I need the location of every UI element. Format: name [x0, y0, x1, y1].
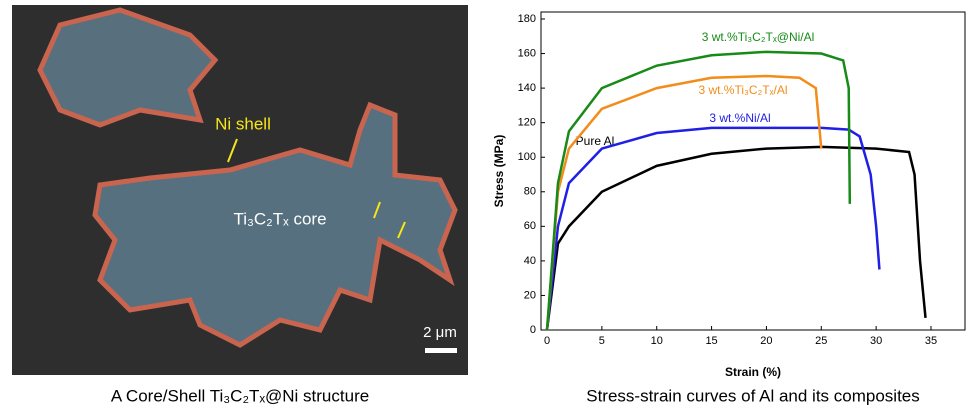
arrow — [373, 201, 381, 219]
y-tick-label: 120 — [518, 117, 536, 129]
y-tick-label: 60 — [524, 220, 536, 232]
y-tick-label: 180 — [518, 13, 536, 25]
plot-frame — [540, 11, 966, 331]
series-label: 3 wt.%Ti₃C₂Tₓ/Al — [698, 83, 787, 97]
micrograph: Ni shell Ti₃C₂Tₓ core 2 μm A Core/Shell … — [12, 5, 468, 405]
scale-bar — [425, 348, 457, 353]
series-label: 3 wt.%Ti₃C₂Tₓ@Ni/Al — [702, 30, 815, 44]
series-label: Pure Al — [576, 134, 615, 148]
x-tick-label: 5 — [599, 335, 605, 347]
x-tick-label: 10 — [651, 335, 663, 347]
image-caption: A Core/Shell Ti₃C₂Tₓ@Ni structure — [111, 386, 369, 405]
y-axis-label: Stress (MPa) — [492, 135, 506, 208]
y-tick-label: 100 — [518, 151, 536, 163]
arrow — [227, 138, 238, 163]
y-tick-label: 160 — [518, 47, 536, 59]
flake-core — [92, 101, 458, 348]
arrow — [397, 221, 406, 239]
flake-small — [37, 7, 219, 128]
y-tick-label: 40 — [524, 255, 536, 267]
x-tick-label: 30 — [870, 335, 882, 347]
scale-label: 2 μm — [423, 324, 457, 341]
shell-label: Ni shell — [215, 114, 271, 133]
y-tick-label: 20 — [524, 289, 536, 301]
series-line — [545, 74, 823, 331]
series-label: 3 wt.%Ni/Al — [709, 111, 770, 125]
y-tick-label: 140 — [518, 82, 536, 94]
core-label: Ti₃C₂Tₓ core — [233, 209, 326, 228]
series-line — [545, 145, 927, 331]
x-axis-label: Strain (%) — [725, 365, 781, 379]
x-tick-label: 0 — [544, 335, 550, 347]
series-line — [545, 50, 852, 331]
x-tick-label: 25 — [815, 335, 827, 347]
x-tick-label: 15 — [705, 335, 717, 347]
x-tick-label: 35 — [925, 335, 937, 347]
x-tick-label: 20 — [760, 335, 772, 347]
y-tick-label: 80 — [524, 186, 536, 198]
series-line — [545, 126, 881, 331]
chart-caption: Stress-strain curves of Al and its compo… — [586, 386, 920, 405]
y-tick-label: 0 — [530, 324, 536, 336]
